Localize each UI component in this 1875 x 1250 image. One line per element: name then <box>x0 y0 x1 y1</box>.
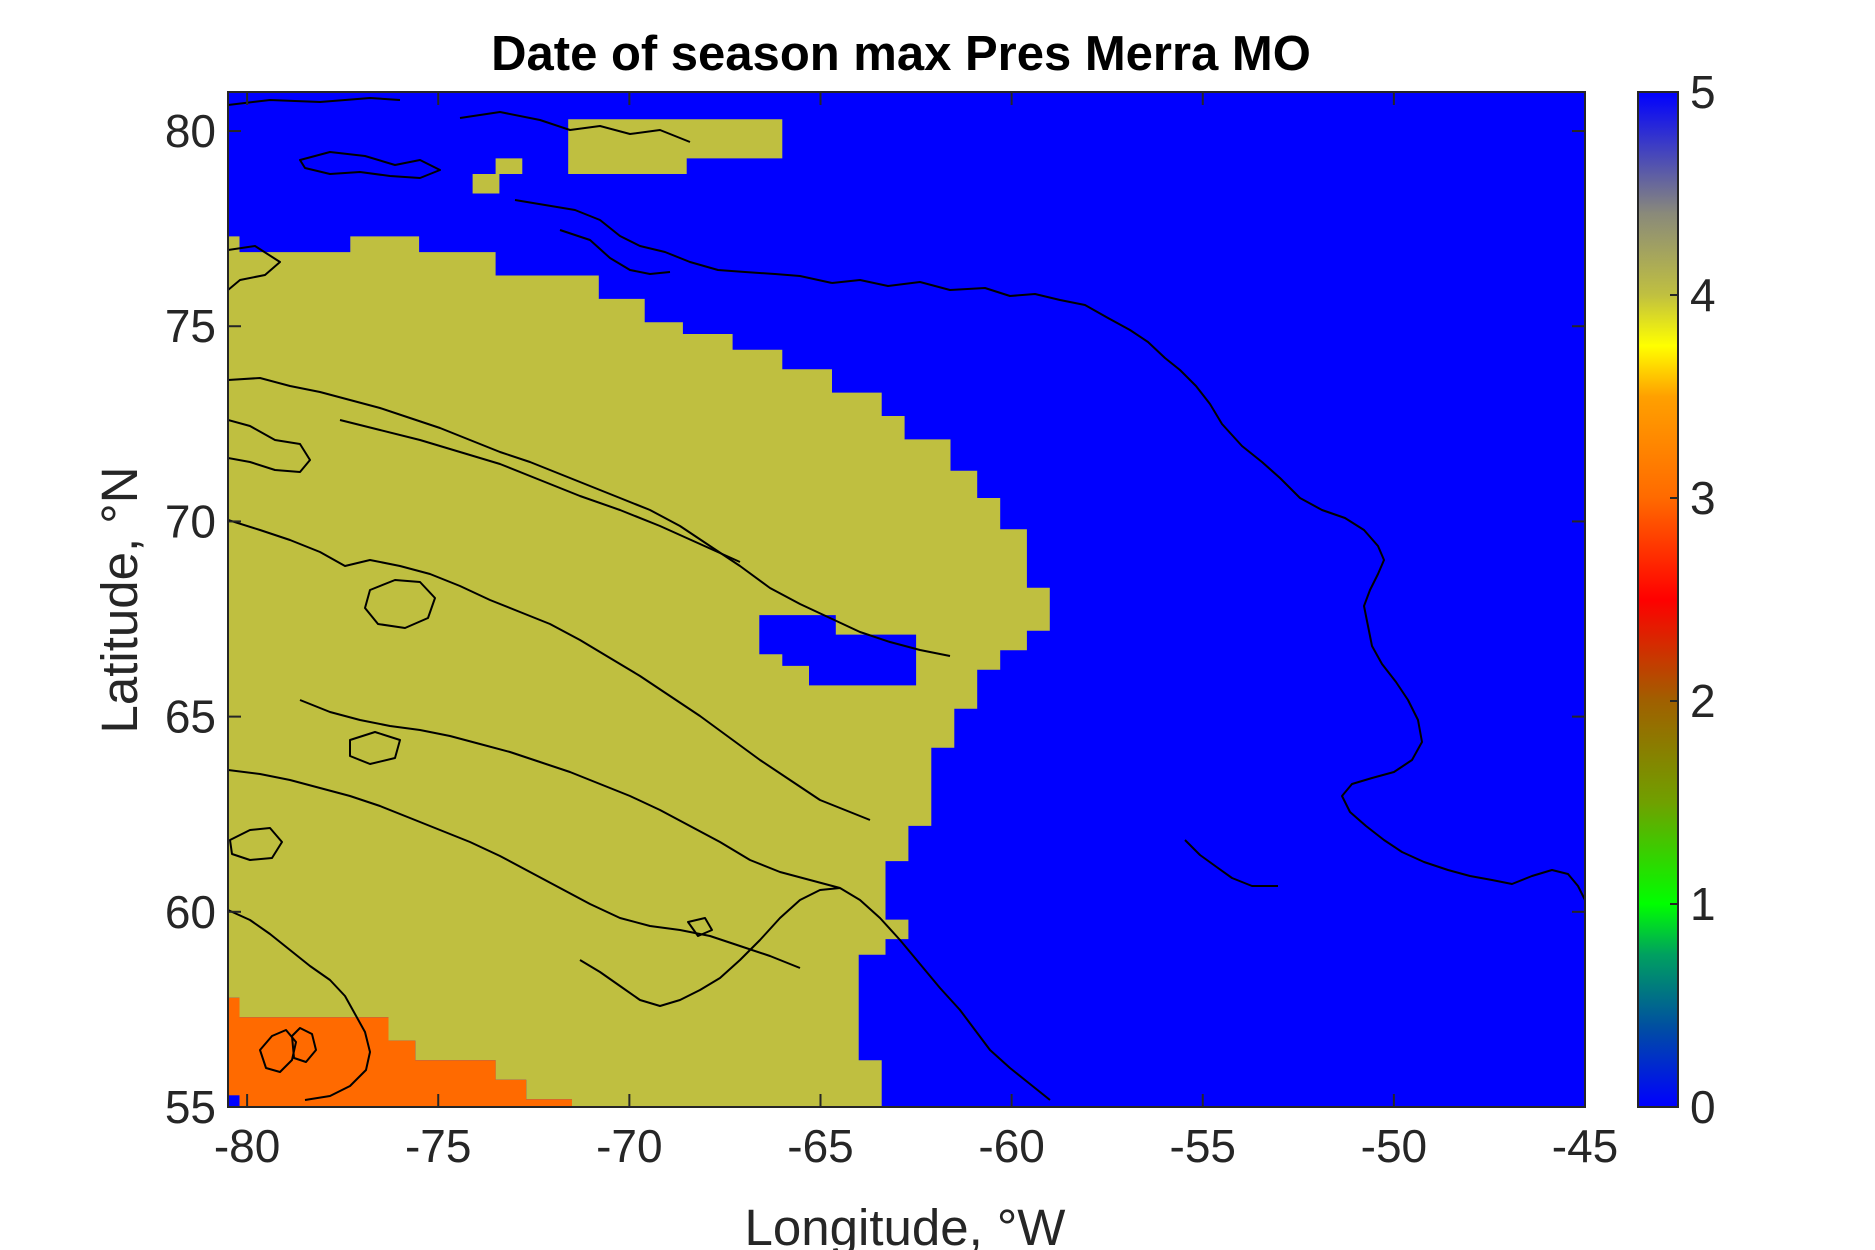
coastline-baffin-island-1 <box>349 731 401 765</box>
colorbar-tick-label: 5 <box>1690 66 1716 118</box>
y-tick-label: 75 <box>165 300 216 352</box>
coastline-quebec-east <box>579 887 1051 1101</box>
coastline-quebec-island <box>687 917 713 937</box>
coastline-southampton <box>229 827 283 861</box>
x-axis: -80 -75 -70 -65 -60 -55 -50 -45 <box>214 92 1618 1172</box>
coastline-ellesmere-4 <box>514 199 833 284</box>
colorbar-tick-label: 4 <box>1690 269 1716 321</box>
y-tick-label: 60 <box>165 886 216 938</box>
coastline-ellesmere-5 <box>559 229 671 275</box>
x-tick-label: -65 <box>787 1120 853 1172</box>
coastline-ellesmere-2 <box>299 151 441 179</box>
coastline-baffin-mid <box>228 519 871 821</box>
y-tick-label: 70 <box>165 495 216 547</box>
heatmap-region-5 <box>759 615 917 686</box>
heatmap-regions <box>228 119 1050 1107</box>
y-axis: 55 60 65 70 75 80 <box>165 105 1585 1133</box>
coastline-ellesmere-3 <box>459 111 691 143</box>
y-tick-label: 80 <box>165 105 216 157</box>
coastline-greenland-south <box>1184 839 1278 887</box>
colorbar-ticks: 0 1 2 3 4 5 <box>1670 66 1716 1133</box>
coastline-greenland-west <box>831 279 1585 901</box>
coastline-ungava <box>228 909 371 1101</box>
x-tick-label: -60 <box>978 1120 1044 1172</box>
x-tick-label: -75 <box>405 1120 471 1172</box>
colorbar-tick-label: 1 <box>1690 878 1716 930</box>
heatmap-region-3 <box>472 158 523 194</box>
y-axis-label: Latitude, °N <box>91 466 148 733</box>
coastline-lake-nettilling <box>364 579 436 629</box>
plot-frame <box>227 91 1586 1108</box>
heatmap-region-1 <box>228 236 1050 1107</box>
heatmap-region-6 <box>228 1095 240 1107</box>
x-tick-label: -70 <box>596 1120 662 1172</box>
coastline-belcher-2 <box>291 1027 317 1063</box>
x-tick-label: -45 <box>1552 1120 1618 1172</box>
colorbar: 0 1 2 3 4 5 <box>1637 66 1716 1133</box>
x-tick-label: -50 <box>1361 1120 1427 1172</box>
coastline-baffin-inner-1 <box>228 419 311 473</box>
heatmap-region-4 <box>228 997 572 1107</box>
x-axis-label: Longitude, °W <box>745 1199 1066 1250</box>
coastline-ellesmere-1 <box>228 97 401 106</box>
coastline-baffin-south <box>299 699 841 889</box>
coastline-baffin-inner-2 <box>339 419 741 563</box>
y-tick-label: 65 <box>165 691 216 743</box>
y-tick-label: 55 <box>165 1081 216 1133</box>
x-tick-label: -55 <box>1170 1120 1236 1172</box>
coastline-devon <box>228 245 281 291</box>
colorbar-tick-label: 2 <box>1690 675 1716 727</box>
coastlines <box>228 97 1585 1101</box>
colorbar-tick-label: 0 <box>1690 1081 1716 1133</box>
heatmap-region-2 <box>568 119 783 174</box>
x-tick-label: -80 <box>214 1120 280 1172</box>
plot-area <box>228 92 1585 1107</box>
colorbar-tick-label: 3 <box>1690 472 1716 524</box>
coastline-hudson-strait <box>228 769 801 969</box>
coastline-baffin-north <box>228 377 951 657</box>
colorbar-frame <box>1637 91 1679 1108</box>
colorbar-gradient <box>1638 92 1678 1107</box>
chart-title: Date of season max Pres Merra MO <box>491 27 1311 81</box>
